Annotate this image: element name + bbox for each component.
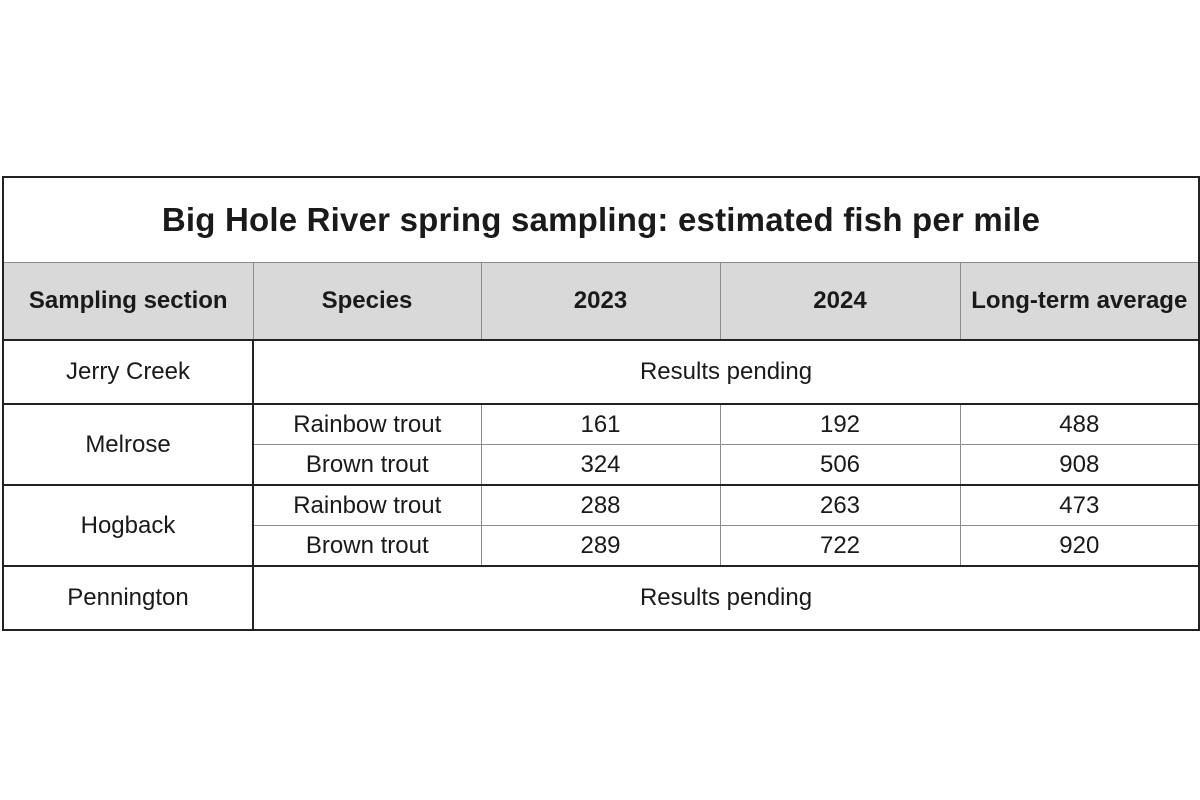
value-long-term-average: 908: [959, 444, 1200, 486]
column-header-long-term-average: Long-term average: [959, 262, 1200, 341]
column-header-species: Species: [252, 262, 482, 341]
species-cell: Rainbow trout: [252, 484, 482, 526]
value-long-term-average: 920: [959, 525, 1200, 567]
table-row: Melrose Rainbow trout 161 192 488: [2, 403, 1200, 486]
section-pennington: Pennington: [2, 565, 254, 631]
value-2024: 263: [719, 484, 961, 526]
species-cell: Rainbow trout: [252, 403, 482, 445]
section-melrose: Melrose: [2, 403, 254, 486]
value-long-term-average: 473: [959, 484, 1200, 526]
value-2023: 324: [480, 444, 721, 486]
status-pennington: Results pending: [252, 565, 1200, 631]
header-row: Sampling section Species 2023 2024 Long-…: [2, 262, 1200, 341]
value-2023: 288: [480, 484, 721, 526]
value-long-term-average: 488: [959, 403, 1200, 445]
value-2023: 289: [480, 525, 721, 567]
section-jerry-creek: Jerry Creek: [2, 339, 254, 405]
status-jerry-creek: Results pending: [252, 339, 1200, 405]
value-2024: 506: [719, 444, 961, 486]
column-header-section: Sampling section: [2, 262, 254, 341]
species-cell: Brown trout: [252, 444, 482, 486]
value-2024: 192: [719, 403, 961, 445]
value-2024: 722: [719, 525, 961, 567]
table-title: Big Hole River spring sampling: estimate…: [1, 176, 1200, 263]
table-row: Pennington Results pending: [2, 565, 1200, 631]
title-row: Big Hole River spring sampling: estimate…: [1, 176, 1200, 263]
value-2023: 161: [480, 403, 721, 445]
section-hogback: Hogback: [2, 484, 254, 567]
table-row: Hogback Rainbow trout 288 263 473: [2, 484, 1200, 567]
column-header-2023: 2023: [480, 262, 721, 341]
fish-sampling-table: Big Hole River spring sampling: estimate…: [1, 176, 1200, 631]
species-cell: Brown trout: [252, 525, 482, 567]
table-row: Jerry Creek Results pending: [2, 339, 1200, 405]
column-header-2024: 2024: [719, 262, 961, 341]
